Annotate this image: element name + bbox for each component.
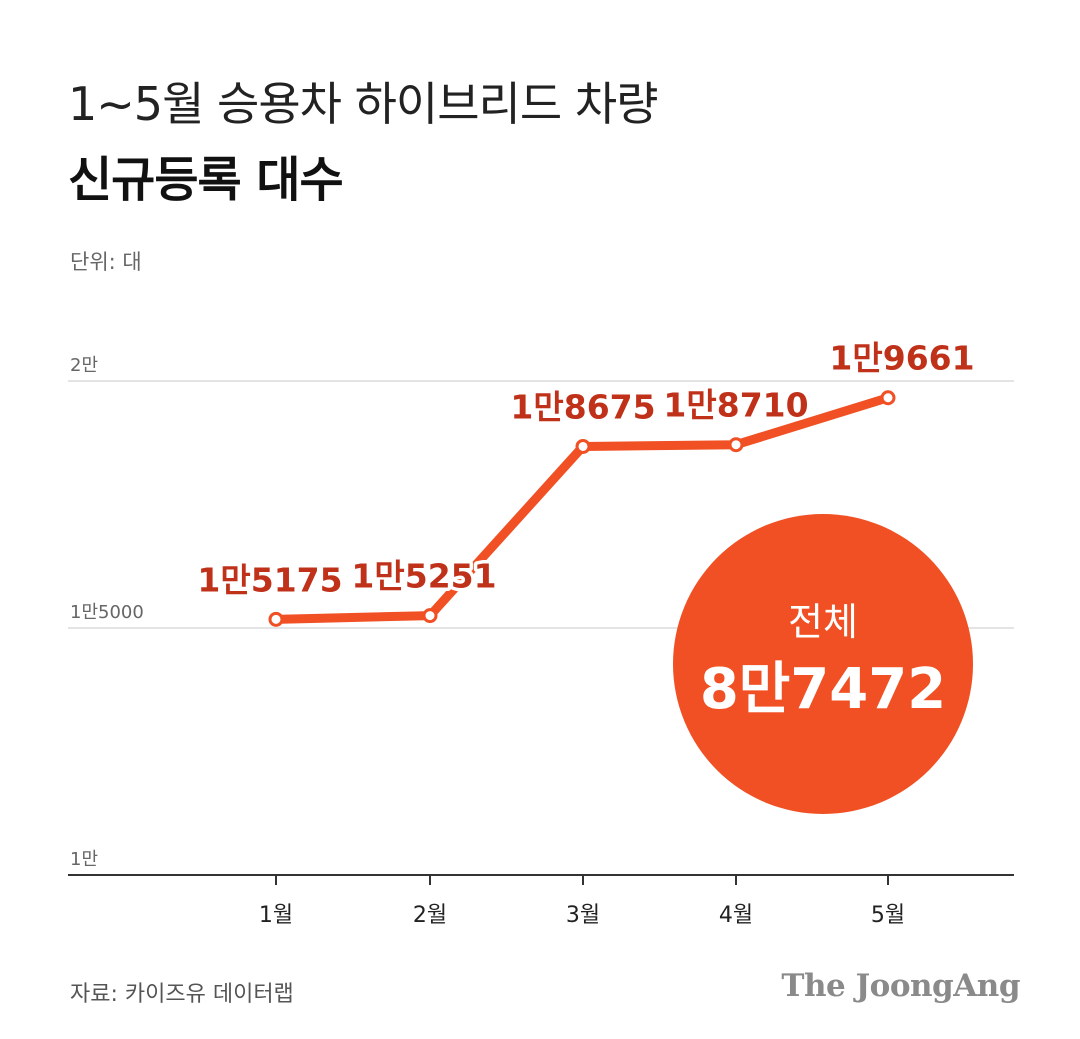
x-tick-label: 4월 — [719, 903, 753, 928]
data-label: 1만8710 — [663, 386, 808, 425]
data-point — [422, 608, 438, 624]
data-point — [268, 611, 284, 627]
data-point — [728, 437, 744, 453]
x-tick-label: 2월 — [413, 903, 447, 928]
title-line-2: 신규등록 대수 — [68, 152, 344, 208]
data-point — [575, 438, 591, 454]
data-label: 1만8675 — [510, 387, 655, 426]
y-tick-label: 1만5000 — [70, 602, 144, 623]
x-tick-label: 1월 — [259, 903, 293, 928]
data-label: 1만5251 — [351, 557, 496, 596]
brand-logo: The JoongAng — [781, 968, 1020, 1004]
data-point — [880, 390, 896, 406]
data-label: 1만5175 — [197, 560, 342, 599]
total-label: 전체 — [788, 600, 858, 644]
line-chart: 1만 1만5000 2만 1월 2월 3월 4월 5월 전체 8만7472 1만5175 1만5251… — [68, 338, 1014, 928]
title-line-1: 1~5월 승용차 하이브리드 차량 — [68, 77, 658, 131]
data-label: 1만9661 — [829, 339, 974, 378]
y-tick-label: 2만 — [70, 355, 98, 376]
x-tick-label: 5월 — [871, 903, 905, 928]
total-value: 8만7472 — [700, 657, 946, 722]
source-note: 자료: 카이즈유 데이터랩 — [70, 982, 294, 1007]
unit-label: 단위: 대 — [70, 250, 142, 274]
y-tick-label: 1만 — [70, 849, 98, 870]
x-tick-label: 3월 — [566, 903, 600, 928]
total-circle — [673, 514, 973, 814]
